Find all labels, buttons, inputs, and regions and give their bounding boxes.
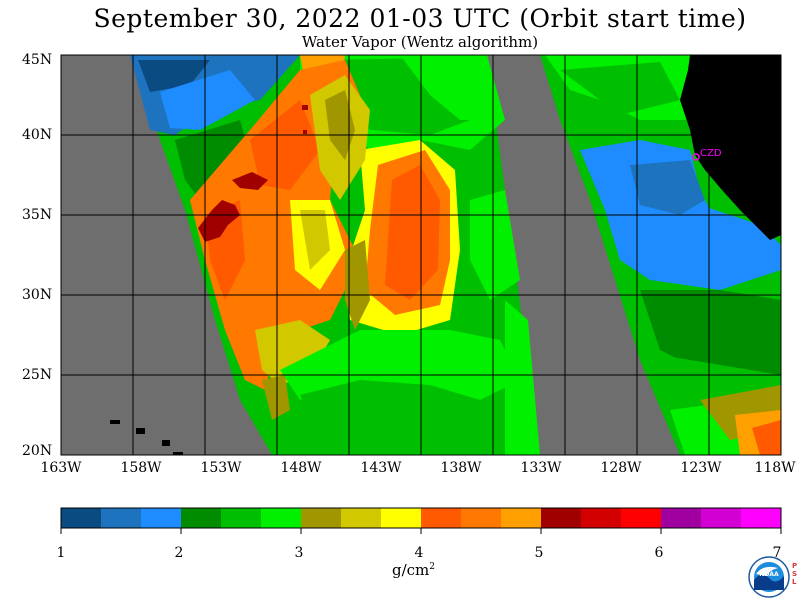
colorbar-cell xyxy=(621,508,662,528)
colorbar-cell xyxy=(141,508,182,528)
colorbar-cell xyxy=(501,508,542,528)
station-label: CZD xyxy=(700,148,722,159)
lon-label: 133W xyxy=(520,460,562,476)
colorbar-cell xyxy=(741,508,782,528)
colorbar-units: g/cm2 xyxy=(392,561,436,579)
lon-label: 138W xyxy=(440,460,482,476)
colorbar-ticks xyxy=(60,528,782,534)
colorbar-cell xyxy=(221,508,262,528)
colorbar-cell xyxy=(461,508,502,528)
land-coast xyxy=(680,55,781,240)
colorbar-cell xyxy=(701,508,742,528)
colorbar-tick-label: 2 xyxy=(174,545,184,561)
colorbar-tick-label: 4 xyxy=(414,545,424,561)
lat-label: 40N xyxy=(22,127,53,143)
colorbar-cell xyxy=(661,508,702,528)
colorbar-cell xyxy=(301,508,342,528)
colorbar-cell xyxy=(421,508,462,528)
lat-label: 30N xyxy=(22,287,53,303)
lon-label: 128W xyxy=(600,460,642,476)
colorbar-tick-label: 3 xyxy=(294,545,304,561)
colorbar-cell xyxy=(581,508,622,528)
colorbar-cell xyxy=(341,508,382,528)
colorbar-tick-label: 1 xyxy=(56,545,66,561)
page-title: September 30, 2022 01-03 UTC (Orbit star… xyxy=(93,4,747,33)
lat-label: 45N xyxy=(22,52,53,68)
colorbar-cell xyxy=(181,508,222,528)
colorbar-cell xyxy=(101,508,142,528)
colorbar-tick-label: 7 xyxy=(772,545,782,561)
colorbar-cell xyxy=(61,508,102,528)
colorbar-tick-label: 5 xyxy=(534,545,544,561)
lon-label: 158W xyxy=(120,460,162,476)
lat-label: 35N xyxy=(22,207,53,223)
station-marker xyxy=(692,153,700,161)
colorbar-tick-label: 6 xyxy=(654,545,664,561)
lon-label: 148W xyxy=(280,460,322,476)
high-vapor-patch xyxy=(198,200,240,242)
swath-left xyxy=(130,55,540,455)
grid-lines xyxy=(61,55,781,455)
hawaii-islands xyxy=(110,420,183,455)
map-frame xyxy=(60,54,782,456)
colorbar-cell xyxy=(381,508,422,528)
lon-label: 163W xyxy=(40,460,82,476)
colorbar-cell xyxy=(261,508,302,528)
lon-label: 153W xyxy=(200,460,242,476)
colorbar-cells xyxy=(61,508,782,528)
svg-text:NOAA: NOAA xyxy=(759,571,779,578)
page-subtitle: Water Vapor (Wentz algorithm) xyxy=(301,33,539,51)
noaa-logo: NOAA xyxy=(748,556,790,598)
lon-label: 123W xyxy=(680,460,722,476)
lon-label: 143W xyxy=(360,460,402,476)
lat-label: 20N xyxy=(22,443,53,459)
lon-label: 118W xyxy=(754,460,796,476)
colorbar-cell xyxy=(541,508,582,528)
lat-label: 25N xyxy=(22,367,53,383)
